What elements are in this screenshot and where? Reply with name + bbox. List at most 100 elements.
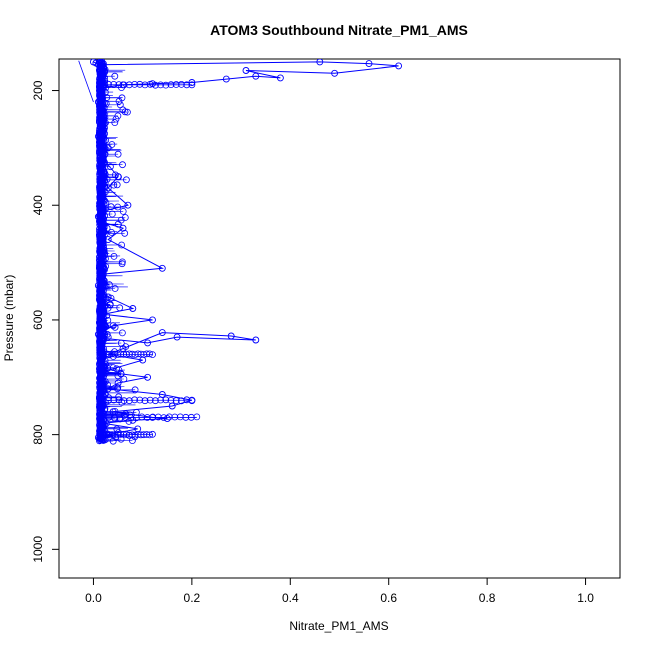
data-point	[99, 270, 107, 278]
data-point	[124, 201, 132, 209]
data-point	[109, 408, 117, 416]
data-point	[276, 74, 284, 82]
y-tick-label: 800	[31, 424, 45, 444]
data-point	[222, 75, 230, 83]
data-point	[104, 385, 112, 393]
y-axis-label: Pressure (mbar)	[2, 275, 16, 362]
data-point	[149, 413, 156, 421]
data-point	[109, 322, 117, 330]
data-point	[99, 436, 107, 444]
data-point	[188, 396, 196, 404]
data-point	[94, 213, 102, 221]
data-point	[99, 368, 107, 375]
data-point	[119, 345, 127, 353]
data-point	[129, 416, 137, 424]
y-tick-label: 400	[31, 195, 45, 215]
data-point	[94, 330, 102, 338]
x-tick-label: 0.6	[380, 591, 397, 605]
band-point	[162, 396, 170, 404]
data-point	[173, 333, 181, 341]
data-point	[365, 60, 373, 68]
data-point	[114, 173, 122, 181]
data-point	[149, 316, 156, 324]
data-point	[104, 184, 112, 192]
cloud-line	[98, 61, 137, 442]
data-point	[99, 310, 107, 318]
data-point	[104, 236, 112, 244]
x-tick-label: 0.8	[479, 591, 496, 605]
data-point	[119, 224, 127, 232]
chart-title: ATOM3 Southbound Nitrate_PM1_AMS	[210, 22, 468, 38]
data-point	[104, 333, 112, 341]
data-point	[163, 415, 171, 423]
data-point	[316, 59, 324, 66]
data-point	[99, 419, 107, 427]
band-point	[146, 350, 154, 358]
band-point	[141, 397, 149, 405]
data-point	[99, 155, 107, 163]
data-point	[252, 336, 260, 344]
data-point	[168, 402, 176, 410]
lead-line	[78, 60, 94, 103]
series-points	[89, 59, 403, 444]
data-point	[104, 144, 112, 152]
data-point	[149, 80, 156, 88]
series-line	[93, 61, 399, 441]
band-point	[116, 414, 124, 422]
data-point	[104, 431, 112, 439]
data-point	[94, 98, 102, 106]
data-point	[104, 350, 112, 358]
data-point	[99, 115, 107, 123]
dense-point-cloud	[78, 59, 201, 445]
data-point	[252, 72, 260, 80]
data-point	[227, 332, 235, 340]
y-axis: 200 400 600 800 1000	[31, 80, 60, 563]
data-point	[94, 434, 102, 441]
data-point	[104, 293, 112, 301]
band-point	[171, 413, 179, 421]
band-point	[138, 413, 146, 421]
band-point	[151, 397, 159, 405]
band-point	[120, 397, 128, 405]
data-point	[94, 132, 102, 140]
band-point	[110, 81, 118, 88]
data-point	[331, 69, 339, 77]
data-point	[134, 425, 142, 433]
band-point	[177, 81, 185, 88]
x-tick-label: 0.4	[282, 591, 299, 605]
y-tick-label: 1000	[31, 536, 45, 563]
data-point	[242, 67, 250, 74]
data-point	[99, 327, 107, 335]
data-point	[158, 264, 166, 272]
y-tick-label: 200	[31, 80, 45, 100]
x-axis-label: Nitrate_PM1_AMS	[289, 619, 388, 633]
data-point	[99, 218, 107, 226]
band-point	[176, 413, 184, 421]
data-point	[395, 62, 403, 70]
band-point	[115, 396, 123, 404]
band-point	[193, 413, 201, 421]
data-point	[114, 379, 122, 387]
data-point	[94, 282, 102, 289]
data-point	[129, 305, 137, 312]
x-axis: 0.0 0.2 0.4 0.6 0.8 1.0	[85, 577, 594, 605]
x-tick-label: 1.0	[577, 591, 594, 605]
band-point	[165, 413, 173, 421]
data-point	[188, 79, 196, 86]
data-point	[99, 84, 107, 92]
data-point	[144, 373, 152, 381]
data-point	[94, 61, 102, 69]
data-point	[158, 329, 166, 337]
data-point	[99, 207, 107, 215]
data-point	[144, 339, 152, 347]
band-point	[131, 396, 139, 404]
plot-content	[78, 59, 403, 445]
data-point	[158, 391, 166, 398]
data-point	[119, 81, 127, 89]
data-point	[99, 334, 107, 342]
x-tick-label: 0.2	[184, 591, 201, 605]
band-point	[125, 397, 133, 405]
x-tick-label: 0.0	[85, 591, 102, 605]
y-tick-label: 600	[31, 310, 45, 330]
